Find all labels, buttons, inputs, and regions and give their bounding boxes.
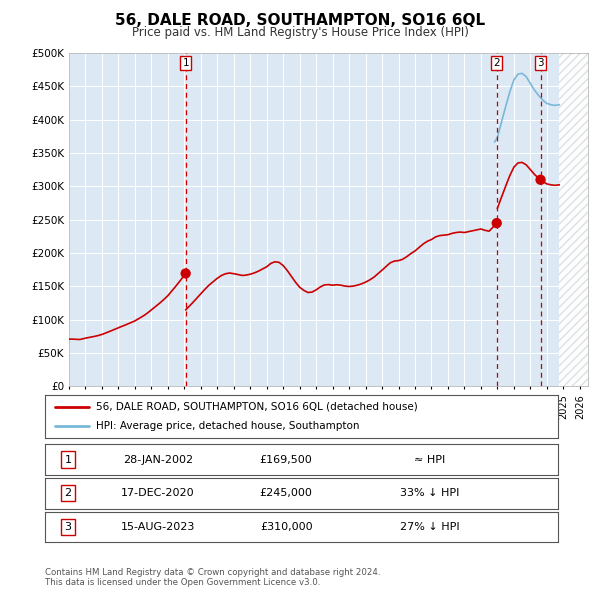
Text: 3: 3 bbox=[65, 522, 71, 532]
Point bbox=[492, 218, 502, 228]
Text: 2: 2 bbox=[493, 58, 500, 68]
Text: 17-DEC-2020: 17-DEC-2020 bbox=[121, 489, 194, 498]
Text: 33% ↓ HPI: 33% ↓ HPI bbox=[400, 489, 460, 498]
Point bbox=[181, 268, 190, 278]
Text: 1: 1 bbox=[182, 58, 189, 68]
Text: 3: 3 bbox=[537, 58, 544, 68]
Text: 2: 2 bbox=[65, 489, 71, 498]
Text: ≈ HPI: ≈ HPI bbox=[414, 455, 445, 464]
Text: Price paid vs. HM Land Registry's House Price Index (HPI): Price paid vs. HM Land Registry's House … bbox=[131, 26, 469, 39]
Text: HPI: Average price, detached house, Southampton: HPI: Average price, detached house, Sout… bbox=[97, 421, 360, 431]
Text: £245,000: £245,000 bbox=[260, 489, 313, 498]
Text: Contains HM Land Registry data © Crown copyright and database right 2024.
This d: Contains HM Land Registry data © Crown c… bbox=[45, 568, 380, 587]
Point bbox=[536, 175, 545, 185]
Text: 56, DALE ROAD, SOUTHAMPTON, SO16 6QL: 56, DALE ROAD, SOUTHAMPTON, SO16 6QL bbox=[115, 13, 485, 28]
Polygon shape bbox=[559, 53, 588, 386]
Text: 28-JAN-2002: 28-JAN-2002 bbox=[123, 455, 193, 464]
Text: 56, DALE ROAD, SOUTHAMPTON, SO16 6QL (detached house): 56, DALE ROAD, SOUTHAMPTON, SO16 6QL (de… bbox=[97, 402, 418, 412]
Text: 27% ↓ HPI: 27% ↓ HPI bbox=[400, 522, 460, 532]
Text: £169,500: £169,500 bbox=[260, 455, 313, 464]
Bar bbox=[559, 53, 588, 386]
Text: £310,000: £310,000 bbox=[260, 522, 313, 532]
Text: 1: 1 bbox=[65, 455, 71, 464]
Text: 15-AUG-2023: 15-AUG-2023 bbox=[121, 522, 195, 532]
